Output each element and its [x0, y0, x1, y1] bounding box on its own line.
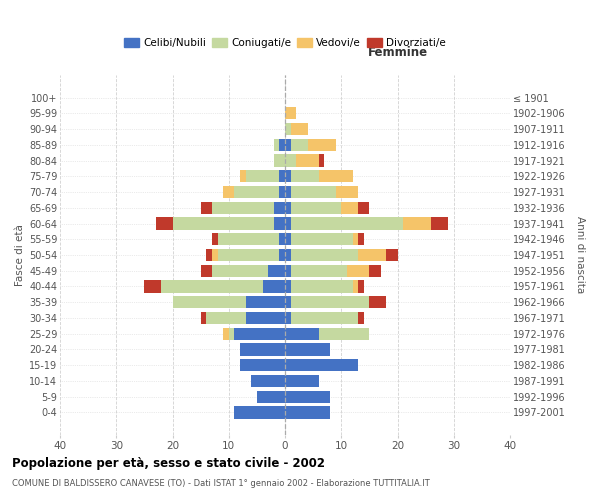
- Bar: [285, 406, 330, 418]
- Text: COMUNE DI BALDISSERO CANAVESE (TO) - Dati ISTAT 1° gennaio 2002 - Elaborazione T: COMUNE DI BALDISSERO CANAVESE (TO) - Dat…: [12, 479, 430, 488]
- Bar: [290, 170, 319, 182]
- Bar: [290, 218, 403, 230]
- Bar: [285, 280, 290, 292]
- Bar: [296, 154, 319, 166]
- Bar: [290, 233, 353, 245]
- Bar: [358, 249, 386, 261]
- Bar: [403, 218, 431, 230]
- Text: Femmine: Femmine: [367, 46, 428, 59]
- Bar: [251, 375, 285, 387]
- Legend: Celibi/Nubili, Coniugati/e, Vedovi/e, Divorziati/e: Celibi/Nubili, Coniugati/e, Vedovi/e, Di…: [120, 34, 450, 52]
- Bar: [285, 249, 290, 261]
- Bar: [319, 328, 370, 340]
- Bar: [145, 280, 161, 292]
- Bar: [274, 138, 280, 151]
- Bar: [290, 249, 358, 261]
- Bar: [206, 312, 245, 324]
- Bar: [370, 264, 380, 277]
- Bar: [240, 170, 245, 182]
- Bar: [285, 328, 319, 340]
- Bar: [290, 202, 341, 214]
- Bar: [240, 344, 285, 355]
- Bar: [161, 280, 263, 292]
- Bar: [280, 170, 285, 182]
- Bar: [245, 170, 280, 182]
- Bar: [285, 202, 290, 214]
- Bar: [235, 328, 285, 340]
- Bar: [358, 233, 364, 245]
- Bar: [290, 312, 358, 324]
- Bar: [274, 202, 285, 214]
- Bar: [285, 123, 290, 135]
- Bar: [358, 280, 364, 292]
- Bar: [431, 218, 448, 230]
- Bar: [290, 264, 347, 277]
- Y-axis label: Fasce di età: Fasce di età: [14, 224, 25, 286]
- Bar: [229, 328, 235, 340]
- Bar: [285, 154, 296, 166]
- Bar: [341, 202, 358, 214]
- Bar: [223, 328, 229, 340]
- Bar: [285, 344, 330, 355]
- Bar: [274, 218, 285, 230]
- Bar: [353, 233, 358, 245]
- Bar: [285, 170, 290, 182]
- Bar: [245, 312, 285, 324]
- Bar: [280, 249, 285, 261]
- Bar: [347, 264, 370, 277]
- Bar: [285, 375, 319, 387]
- Bar: [285, 312, 290, 324]
- Bar: [240, 359, 285, 372]
- Bar: [280, 186, 285, 198]
- Bar: [212, 249, 218, 261]
- Bar: [235, 406, 285, 418]
- Bar: [290, 296, 370, 308]
- Bar: [358, 312, 364, 324]
- Bar: [200, 202, 212, 214]
- Bar: [235, 186, 280, 198]
- Bar: [173, 218, 274, 230]
- Bar: [308, 138, 335, 151]
- Bar: [173, 296, 245, 308]
- Bar: [285, 218, 290, 230]
- Bar: [155, 218, 173, 230]
- Bar: [290, 186, 335, 198]
- Bar: [206, 249, 212, 261]
- Bar: [319, 170, 353, 182]
- Bar: [386, 249, 398, 261]
- Bar: [212, 264, 268, 277]
- Bar: [280, 233, 285, 245]
- Bar: [358, 202, 370, 214]
- Bar: [290, 123, 308, 135]
- Bar: [285, 233, 290, 245]
- Bar: [274, 154, 285, 166]
- Bar: [285, 390, 330, 403]
- Bar: [212, 233, 218, 245]
- Bar: [218, 233, 280, 245]
- Bar: [335, 186, 358, 198]
- Bar: [200, 312, 206, 324]
- Bar: [285, 264, 290, 277]
- Bar: [223, 186, 235, 198]
- Bar: [353, 280, 358, 292]
- Bar: [218, 249, 280, 261]
- Bar: [285, 138, 290, 151]
- Bar: [285, 186, 290, 198]
- Bar: [212, 202, 274, 214]
- Y-axis label: Anni di nascita: Anni di nascita: [575, 216, 585, 294]
- Bar: [285, 107, 296, 120]
- Text: Popolazione per età, sesso e stato civile - 2002: Popolazione per età, sesso e stato civil…: [12, 458, 325, 470]
- Bar: [268, 264, 285, 277]
- Bar: [285, 296, 290, 308]
- Bar: [370, 296, 386, 308]
- Bar: [200, 264, 212, 277]
- Bar: [263, 280, 285, 292]
- Bar: [280, 138, 285, 151]
- Bar: [290, 138, 308, 151]
- Bar: [245, 296, 285, 308]
- Bar: [257, 390, 285, 403]
- Bar: [290, 280, 353, 292]
- Bar: [319, 154, 325, 166]
- Bar: [285, 359, 358, 372]
